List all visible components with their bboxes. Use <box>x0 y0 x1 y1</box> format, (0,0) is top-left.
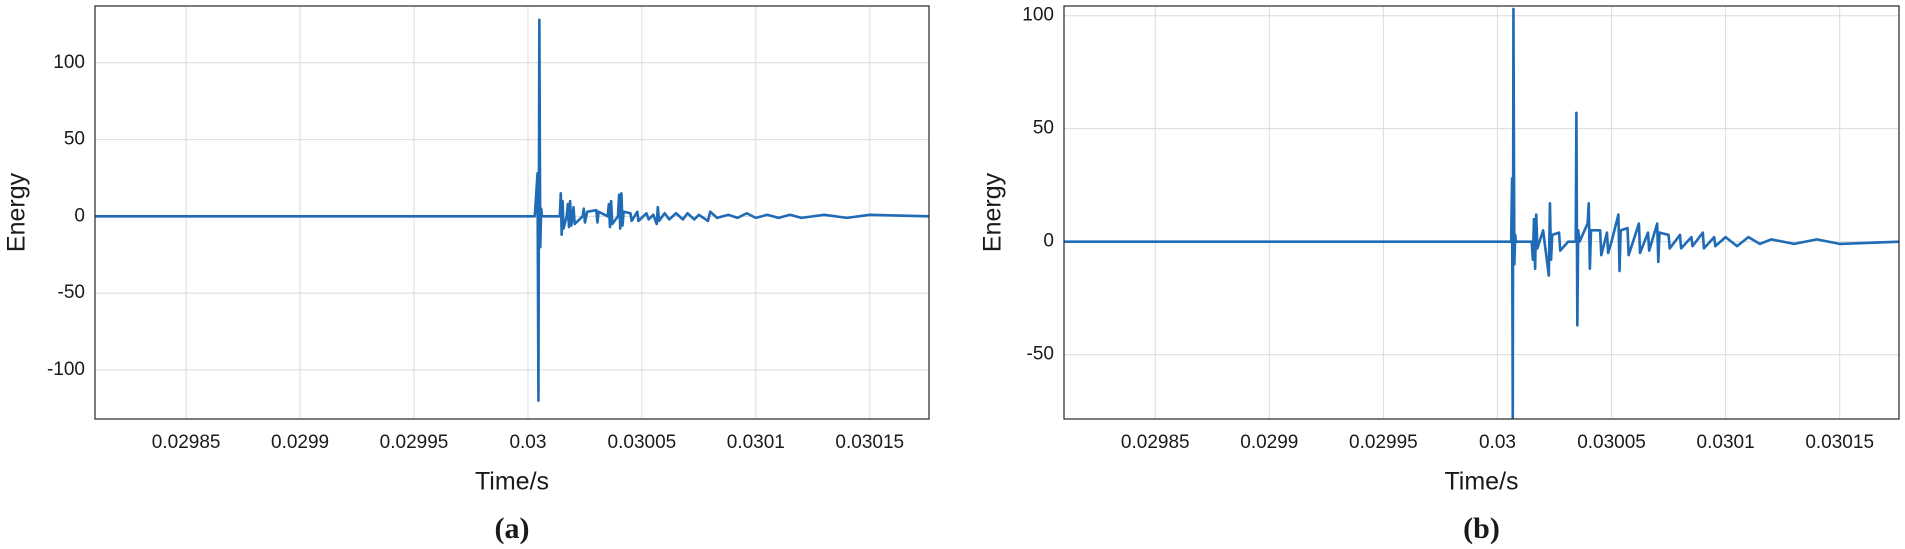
y-tick-label: 50 <box>1033 118 1054 139</box>
x-tick-label: 0.02995 <box>380 432 449 453</box>
y-axis-label: Energy <box>979 172 1007 252</box>
y-tick-label: 100 <box>53 52 85 73</box>
x-tick-label: 0.02995 <box>1349 432 1418 453</box>
plot: 0.02985 0.0299 0.02995 0.03 0.03005 0.0301 0.0… <box>979 5 1900 545</box>
subplot-caption: (a) <box>495 512 530 545</box>
plot: 0.02985 0.0299 0.02995 0.03 0.03005 0.0301 0.0… <box>3 5 930 545</box>
x-axis-label: Time/s <box>475 468 549 496</box>
y-tick-label: -50 <box>1027 344 1054 365</box>
x-tick-label: 0.0301 <box>727 432 785 453</box>
x-tick-label: 0.03005 <box>1577 432 1646 453</box>
plot-frame <box>94 5 930 420</box>
x-tick-label: 0.0299 <box>1240 432 1298 453</box>
energy-line <box>1064 7 1900 420</box>
y-tick-label: 50 <box>64 129 85 150</box>
plot-frame <box>1063 5 1900 420</box>
y-tick-label: 100 <box>1022 5 1054 26</box>
subplot-caption: (b) <box>1463 512 1500 545</box>
y-tick-label: -50 <box>58 282 85 303</box>
y-axis-label: Energy <box>3 172 31 252</box>
x-tick-label: 0.03 <box>1479 432 1516 453</box>
x-tick-label: 0.02985 <box>152 432 221 453</box>
x-axis-label: Time/s <box>1444 468 1518 496</box>
y-tick-label: 0 <box>1043 231 1054 252</box>
energy-line <box>95 18 930 402</box>
x-tick-label: 0.03 <box>509 432 546 453</box>
x-tick-label: 0.03015 <box>1805 432 1874 453</box>
x-tick-label: 0.03015 <box>835 432 904 453</box>
y-tick-label: -100 <box>47 359 85 380</box>
x-tick-label: 0.0299 <box>271 432 329 453</box>
x-tick-label: 0.0301 <box>1697 432 1755 453</box>
x-tick-label: 0.02985 <box>1121 432 1190 453</box>
x-tick-label: 0.03005 <box>608 432 677 453</box>
y-tick-label: 0 <box>74 205 85 226</box>
